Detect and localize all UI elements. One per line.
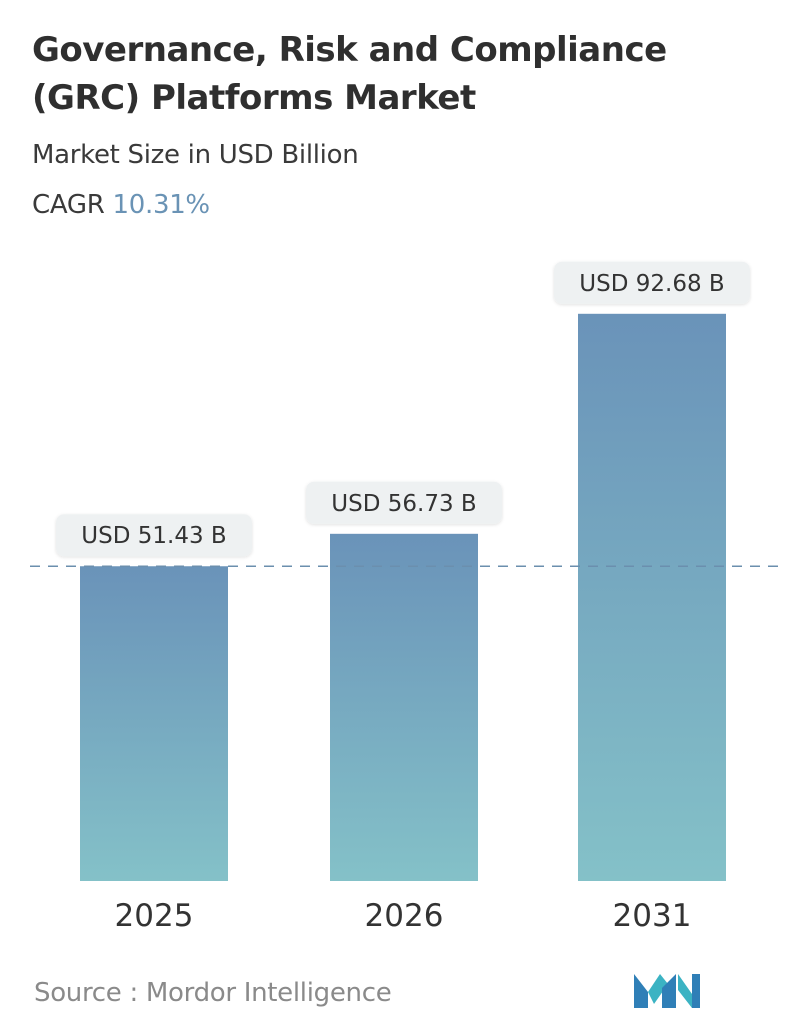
- data-label-box: [554, 261, 750, 304]
- bar-2031: [578, 313, 726, 881]
- data-label-text: USD 51.43 B: [81, 523, 226, 549]
- mordor-intelligence-logo-icon: [634, 974, 700, 1008]
- page-title: Governance, Risk and Compliance (GRC) Pl…: [32, 30, 667, 118]
- cagr-value: 10.31%: [112, 190, 211, 220]
- bar-2026: [330, 533, 478, 881]
- source-label: Source :: [34, 978, 138, 1008]
- cagr-label: CAGR: [32, 190, 105, 220]
- data-label-text: USD 92.68 B: [579, 271, 724, 297]
- cagr-line: CAGR 10.31%: [32, 190, 210, 220]
- x-tick-2026: 2026: [365, 898, 444, 934]
- data-label-2031: USD 92.68 B: [554, 261, 750, 304]
- data-label-2026: USD 56.73 B: [306, 481, 502, 524]
- data-label-box: [306, 481, 502, 524]
- chart-subtitle: Market Size in USD Billion: [32, 140, 359, 170]
- x-tick-2031: 2031: [613, 898, 692, 934]
- source-note: Source : Mordor Intelligence: [34, 978, 392, 1008]
- bar-2025: [80, 566, 228, 881]
- data-label-box: [56, 514, 252, 557]
- source-name: Mordor Intelligence: [145, 978, 392, 1008]
- data-label-text: USD 56.73 B: [331, 491, 476, 517]
- data-label-2025: USD 51.43 B: [56, 514, 252, 557]
- x-tick-2025: 2025: [115, 898, 194, 934]
